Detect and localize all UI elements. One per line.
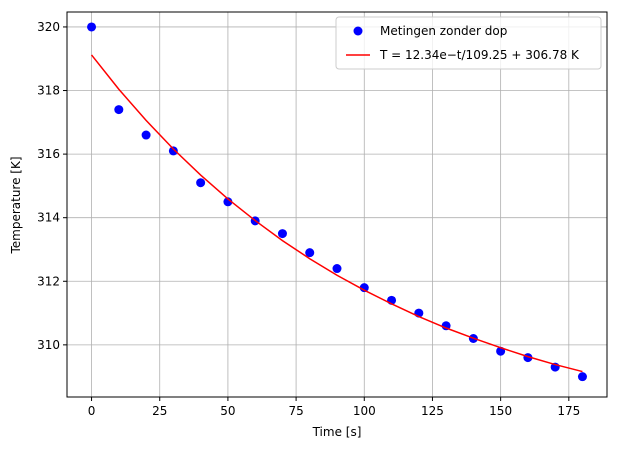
- y-tick-label: 318: [37, 84, 60, 98]
- legend-label: Metingen zonder dop: [380, 24, 507, 38]
- data-point: [114, 105, 124, 115]
- x-tick-label: 175: [557, 404, 580, 418]
- y-tick-label: 314: [37, 211, 60, 225]
- legend: Metingen zonder dop T = 12.34e−t/109.25 +…: [335, 16, 602, 70]
- legend-box: [335, 16, 602, 70]
- x-tick-label: 25: [152, 404, 167, 418]
- data-point: [168, 146, 178, 156]
- data-point: [277, 229, 287, 239]
- x-tick-label: 100: [353, 404, 376, 418]
- y-tick-label: 316: [37, 147, 60, 161]
- y-axis-label: Temperature [K]: [9, 156, 23, 254]
- x-tick-label: 125: [421, 404, 444, 418]
- data-point: [577, 372, 587, 382]
- x-tick-label: 50: [220, 404, 235, 418]
- legend-marker: [353, 26, 363, 36]
- x-tick-label: 75: [288, 404, 303, 418]
- x-axis-label: Time [s]: [312, 425, 362, 439]
- data-point: [359, 283, 369, 293]
- y-tick-label: 312: [37, 274, 60, 288]
- x-tick-label: 150: [489, 404, 512, 418]
- x-tick-label: 0: [88, 404, 96, 418]
- y-tick-label: 310: [37, 338, 60, 352]
- legend-label: T = 12.34e−t/109.25 + 306.78 K: [379, 48, 580, 62]
- data-point: [141, 130, 151, 140]
- fit-line: [90, 54, 583, 373]
- data-point: [441, 321, 451, 331]
- plot-frame: [66, 11, 608, 398]
- y-tick-label: 320: [37, 20, 60, 34]
- data-point: [305, 248, 315, 258]
- data-point: [87, 22, 97, 32]
- data-point: [196, 178, 206, 188]
- data-point: [332, 264, 342, 274]
- data-point: [223, 197, 233, 207]
